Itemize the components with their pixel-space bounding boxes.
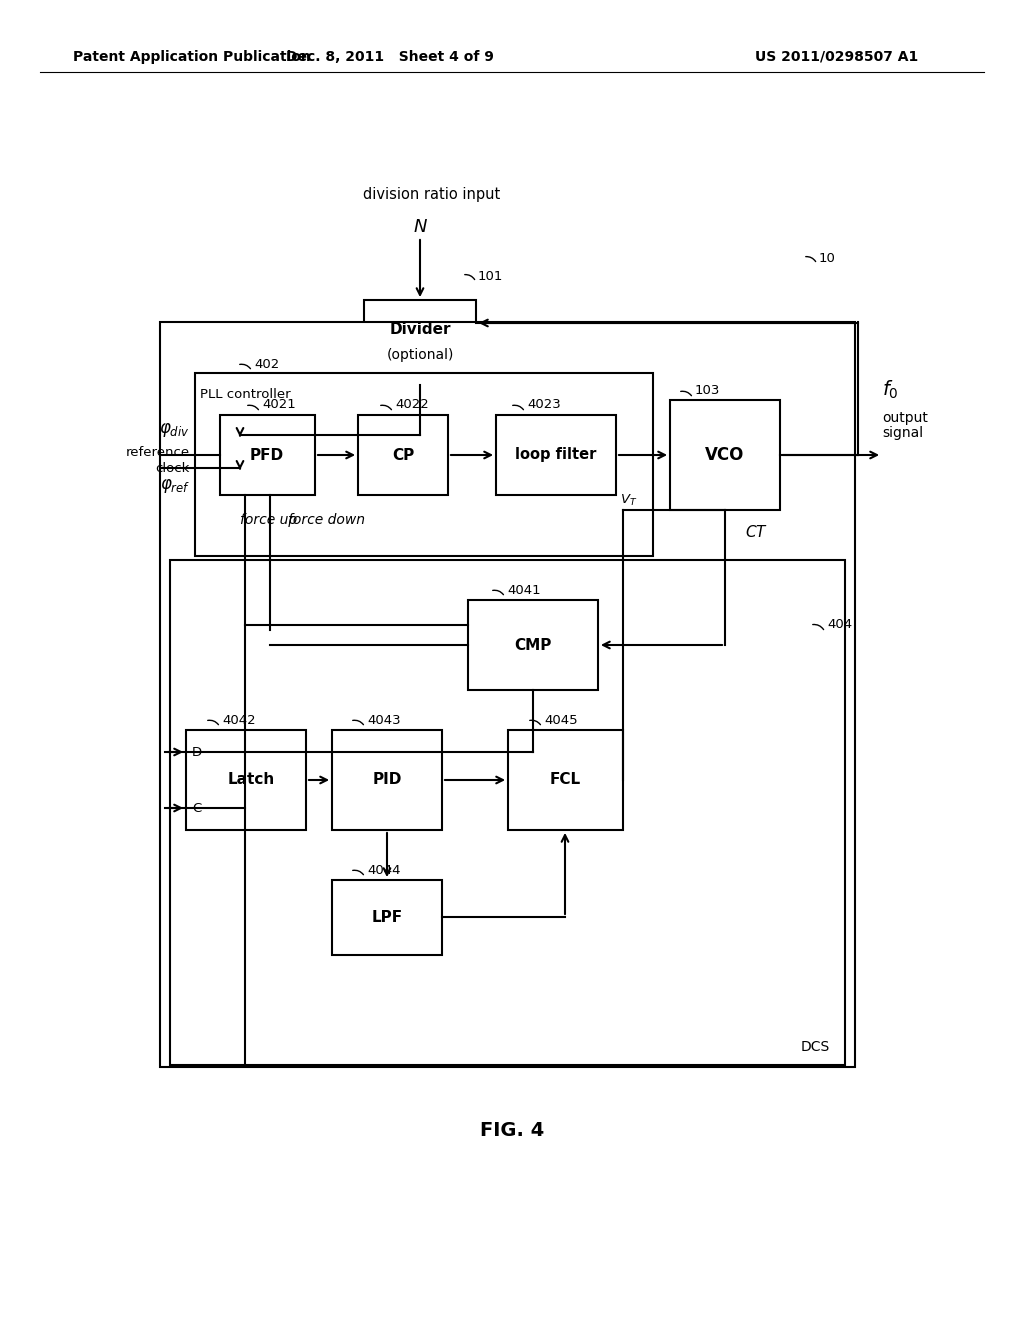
Text: 101: 101: [478, 269, 504, 282]
Text: (optional): (optional): [386, 348, 454, 362]
Text: $\varphi_{ref}$: $\varphi_{ref}$: [160, 477, 190, 495]
Text: 404: 404: [827, 618, 852, 631]
Text: CMP: CMP: [514, 638, 552, 652]
Text: 4023: 4023: [527, 399, 561, 412]
Bar: [186, 730, 306, 830]
Text: 4044: 4044: [367, 863, 400, 876]
Text: force down: force down: [288, 513, 365, 527]
Text: LPF: LPF: [372, 909, 402, 924]
Text: D: D: [193, 746, 202, 759]
Text: PFD: PFD: [250, 447, 284, 462]
Bar: [160, 322, 855, 1067]
Text: force up: force up: [240, 513, 297, 527]
Bar: [332, 730, 442, 830]
Bar: [508, 730, 623, 830]
Text: 4042: 4042: [222, 714, 256, 726]
Bar: [332, 880, 442, 954]
Text: 103: 103: [695, 384, 720, 397]
Text: division ratio input: division ratio input: [364, 187, 501, 202]
Bar: [670, 400, 780, 510]
Bar: [496, 414, 616, 495]
Bar: [364, 300, 476, 385]
Bar: [170, 560, 845, 1065]
Bar: [358, 414, 449, 495]
Text: Patent Application Publication: Patent Application Publication: [73, 50, 310, 63]
Text: PID: PID: [373, 772, 401, 788]
Text: $\it{CT}$: $\it{CT}$: [745, 524, 768, 540]
Text: FIG. 4: FIG. 4: [480, 1121, 544, 1139]
Text: FCL: FCL: [550, 772, 581, 788]
Text: 402: 402: [254, 358, 280, 371]
Text: C: C: [193, 801, 202, 814]
Text: 4041: 4041: [507, 583, 541, 597]
Text: Dec. 8, 2011   Sheet 4 of 9: Dec. 8, 2011 Sheet 4 of 9: [286, 50, 494, 63]
Text: Latch: Latch: [227, 772, 274, 788]
Text: 4043: 4043: [367, 714, 400, 726]
Bar: [220, 414, 315, 495]
Bar: [195, 374, 653, 556]
Text: loop filter: loop filter: [515, 447, 597, 462]
Text: $f_0$: $f_0$: [882, 379, 899, 401]
Text: $V_T$: $V_T$: [620, 492, 637, 508]
Text: signal: signal: [882, 426, 923, 440]
Text: reference: reference: [126, 446, 190, 459]
Text: 10: 10: [819, 252, 836, 264]
Text: US 2011/0298507 A1: US 2011/0298507 A1: [755, 50, 919, 63]
Bar: [468, 601, 598, 690]
Text: 4045: 4045: [544, 714, 578, 726]
Text: VCO: VCO: [706, 446, 744, 465]
Text: CP: CP: [392, 447, 414, 462]
Text: $\varphi_{div}$: $\varphi_{div}$: [160, 421, 190, 440]
Text: PLL controller: PLL controller: [200, 388, 291, 401]
Text: output: output: [882, 411, 928, 425]
Text: DCS: DCS: [801, 1040, 830, 1053]
Text: Divider: Divider: [389, 322, 451, 338]
Text: clock: clock: [156, 462, 190, 474]
Text: 4021: 4021: [262, 399, 296, 412]
Text: $N$: $N$: [413, 218, 427, 236]
Text: 4022: 4022: [395, 399, 429, 412]
